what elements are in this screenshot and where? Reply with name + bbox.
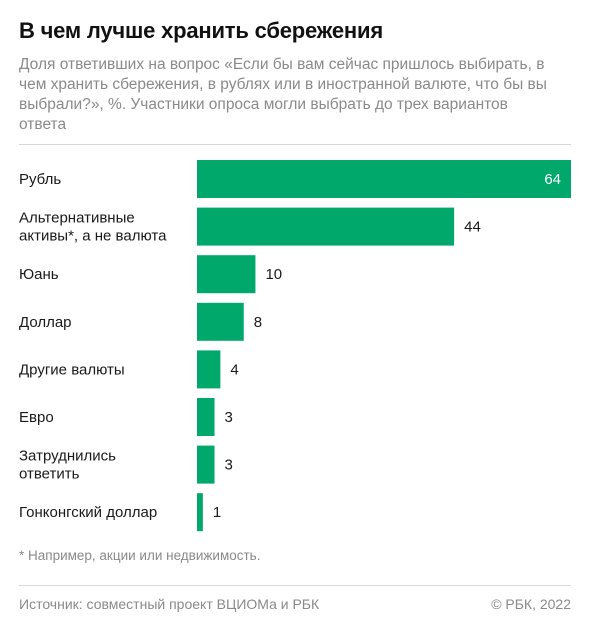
category-label: Евро (19, 409, 54, 426)
bar (197, 207, 455, 246)
bar (197, 445, 215, 484)
value-label: 4 (230, 361, 238, 378)
category-label: Гонконгский доллар (19, 504, 157, 521)
chart-subtitle: Доля ответивших на вопрос «Если бы вам с… (19, 56, 547, 133)
value-label: 3 (225, 409, 233, 426)
value-label: 64 (544, 171, 561, 188)
value-label: 44 (464, 219, 481, 236)
top-divider (19, 144, 571, 145)
bar (197, 255, 256, 294)
value-label: 8 (254, 314, 262, 331)
category-label: Затруднились ответить (19, 448, 116, 483)
category-label: Альтернативные активы*, а не валюта (19, 210, 167, 245)
bar (197, 302, 244, 341)
category-label: Другие валюты (19, 361, 125, 378)
bar-chart: Рубль 64 Альтернативные активы*, а не валют… (19, 160, 571, 532)
category-label: Рубль (19, 171, 61, 188)
footnote: * Например, акции или недвижимость. (19, 548, 261, 563)
category-label: Юань (19, 266, 59, 283)
bottom-divider (19, 585, 571, 586)
bar (197, 160, 571, 198)
bar (197, 398, 215, 436)
bar (197, 493, 203, 532)
chart-title: В чем лучше хранить сбережения (19, 18, 383, 43)
value-label: 10 (265, 266, 282, 283)
value-label: 3 (225, 457, 233, 474)
bar (197, 350, 221, 389)
source-note: Источник: совместный проект ВЦИОМа и РБК (19, 596, 320, 612)
value-label: 1 (213, 504, 221, 521)
copyright: © РБК, 2022 (491, 596, 571, 612)
category-label: Доллар (19, 314, 72, 331)
